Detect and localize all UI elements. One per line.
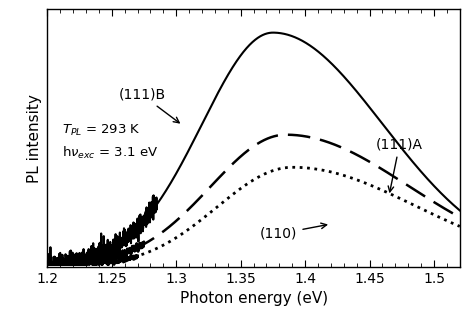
Text: (111)B: (111)B [118, 88, 179, 123]
Text: (110): (110) [260, 223, 327, 241]
Y-axis label: PL intensity: PL intensity [27, 94, 42, 183]
Text: $T_{PL}$ = 293 K
h$\nu_{exc}$ = 3.1 eV: $T_{PL}$ = 293 K h$\nu_{exc}$ = 3.1 eV [62, 123, 158, 161]
X-axis label: Photon energy (eV): Photon energy (eV) [180, 291, 328, 306]
Text: (111)A: (111)A [376, 138, 423, 192]
